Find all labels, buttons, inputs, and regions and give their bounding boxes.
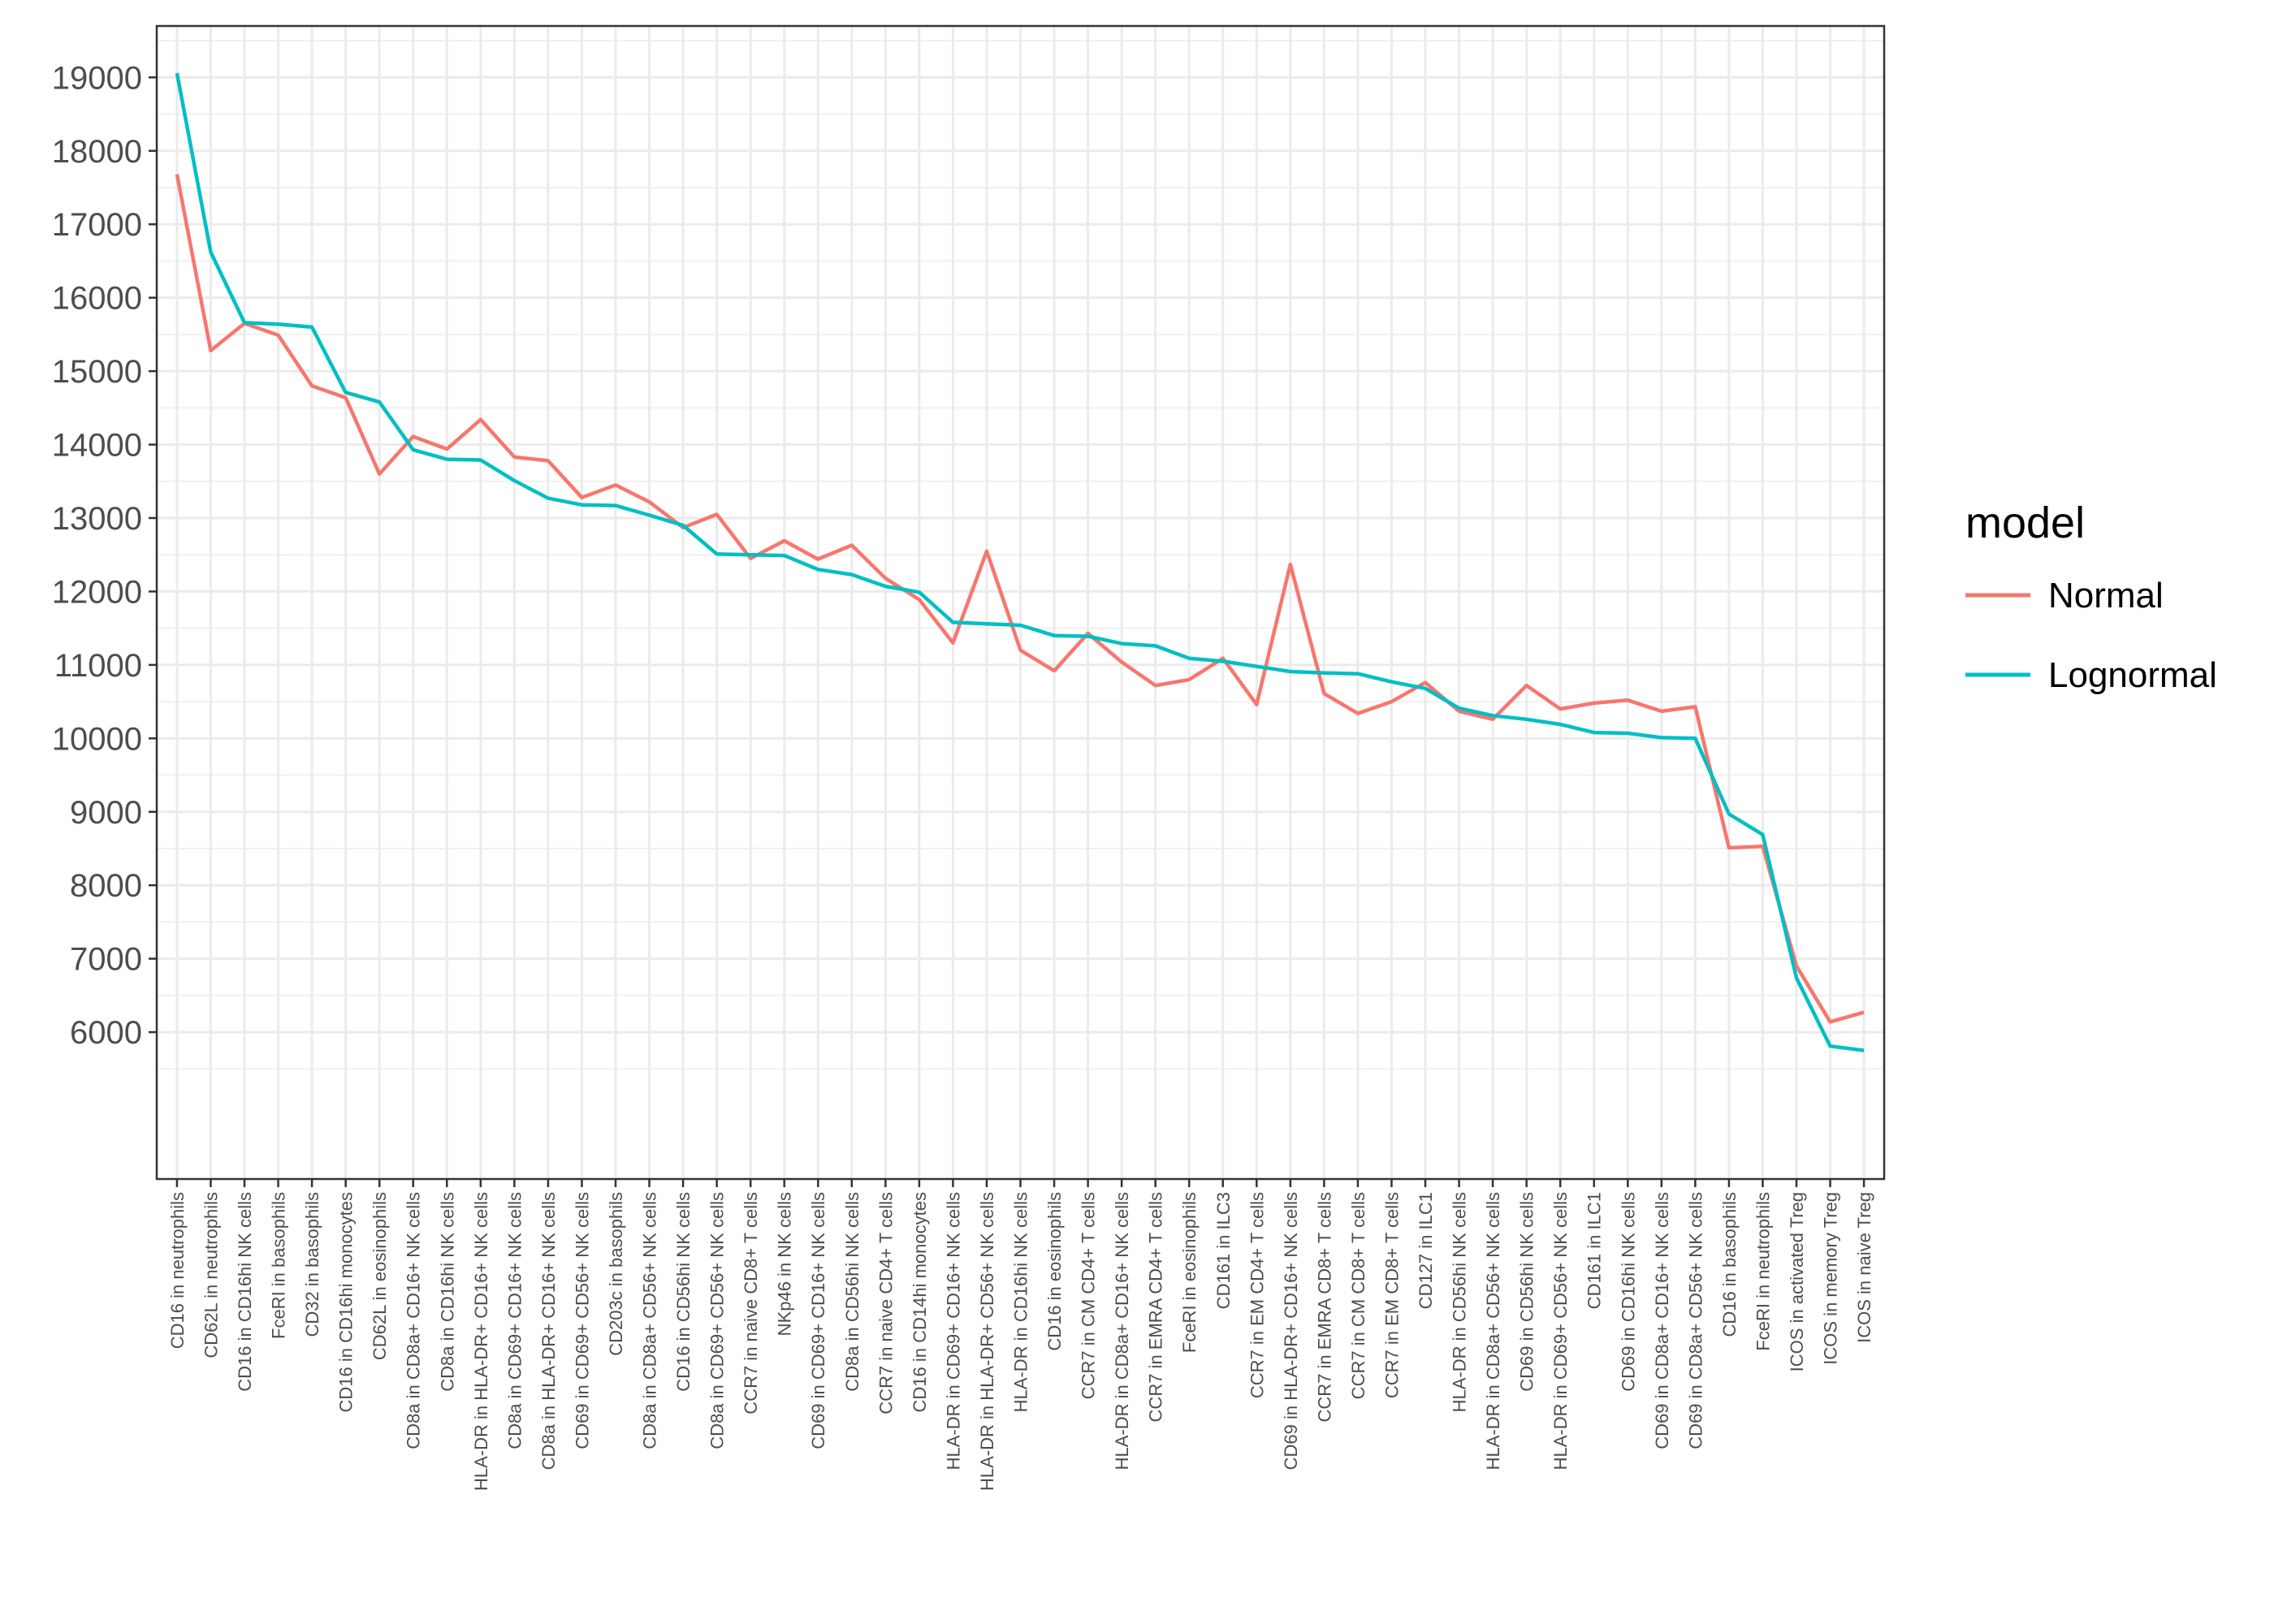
y-tick-label: 10000 <box>52 721 142 757</box>
x-tick-label: CD69 in CD69+ CD16+ NK cells <box>808 1192 828 1449</box>
x-tick-label: NKp46 in NK cells <box>775 1192 795 1336</box>
x-tick-label: HLA-DR in CD8a+ CD16+ NK cells <box>1112 1192 1132 1470</box>
x-tick-label: CD69 in CD16hi NK cells <box>1618 1192 1638 1392</box>
x-tick-label: CD69 in CD8a+ CD56+ NK cells <box>1685 1192 1706 1449</box>
x-tick-label: HLA-DR in HLA-DR+ CD56+ NK cells <box>977 1192 997 1491</box>
y-tick-label: 16000 <box>52 281 142 317</box>
legend-title: model <box>1965 499 2085 547</box>
x-tick-label: CD69 in CD8a+ CD16+ NK cells <box>1652 1192 1672 1449</box>
x-axis: CD16 in neutrophils CD62L in neutrophils C… <box>167 1179 1874 1491</box>
grid-lines <box>157 26 1884 1179</box>
y-axis: 6000 7000 8000 9000 10000 11000 12000 13000 1400… <box>52 60 157 1051</box>
y-tick-label: 14000 <box>52 428 142 464</box>
x-tick-label: HLA-DR in CD69+ CD16+ NK cells <box>943 1192 963 1470</box>
x-tick-label: CD161 in ILC3 <box>1213 1192 1234 1309</box>
x-tick-label: CD16 in basophils <box>1719 1192 1740 1337</box>
x-tick-label: ICOS in naive Treg <box>1854 1192 1874 1343</box>
x-tick-label: CD16 in CD14hi monocytes <box>910 1192 930 1412</box>
x-tick-label: CD8a in HLA-DR+ CD16+ NK cells <box>538 1192 559 1470</box>
x-tick-label: HLA-DR in CD16hi NK cells <box>1011 1192 1031 1412</box>
y-tick-label: 17000 <box>52 207 142 243</box>
x-tick-label: ICOS in activated Treg <box>1787 1192 1807 1371</box>
legend-label-lognormal: Lognormal <box>2048 655 2217 695</box>
x-tick-label: CD127 in ILC1 <box>1416 1192 1436 1309</box>
x-tick-label: CD16 in CD16hi NK cells <box>235 1192 255 1392</box>
series-lines <box>175 72 1865 1052</box>
y-tick-label: 15000 <box>52 354 142 390</box>
x-tick-label: CD8a in CD69+ CD16+ NK cells <box>504 1192 525 1449</box>
y-tick-label: 6000 <box>70 1015 142 1051</box>
x-tick-label: CD16 in neutrophils <box>167 1192 188 1349</box>
legend-label-normal: Normal <box>2048 576 2164 615</box>
y-tick-label: 18000 <box>52 134 142 170</box>
x-tick-label: CD69 in HLA-DR+ CD16+ NK cells <box>1281 1192 1301 1470</box>
x-tick-label: CD16 in CD16hi monocytes <box>336 1192 357 1412</box>
x-tick-label: CCR7 in CM CD8+ T cells <box>1348 1192 1368 1399</box>
y-tick-label: 7000 <box>70 942 142 978</box>
x-tick-label: CD62L in neutrophils <box>201 1192 221 1358</box>
x-tick-label: FceRI in neutrophils <box>1753 1192 1773 1351</box>
x-tick-label: CD62L in eosinophils <box>370 1192 390 1360</box>
x-tick-label: HLA-DR in HLA-DR+ CD16+ NK cells <box>471 1192 491 1491</box>
x-tick-label: CD8a in CD56hi NK cells <box>842 1192 862 1392</box>
x-tick-label: CD16 in CD56hi NK cells <box>673 1192 694 1392</box>
y-tick-label: 12000 <box>52 574 142 610</box>
x-tick-label: FceRI in eosinophils <box>1179 1192 1200 1353</box>
x-tick-label: CD32 in basophils <box>302 1192 322 1337</box>
x-tick-label: CCR7 in naive CD4+ T cells <box>875 1192 896 1415</box>
x-tick-label: CCR7 in EMRA CD8+ T cells <box>1314 1192 1334 1422</box>
x-tick-label: CD8a in CD8a+ CD16+ NK cells <box>404 1192 424 1449</box>
x-tick-label: CD8a in CD69+ CD56+ NK cells <box>707 1192 728 1449</box>
x-tick-label: ICOS in memory Treg <box>1821 1192 1841 1365</box>
x-tick-label: CD203c in basophils <box>606 1192 626 1356</box>
x-tick-label: HLA-DR in CD8a+ CD56+ NK cells <box>1483 1192 1503 1470</box>
series-line-normal <box>175 174 1865 1024</box>
legend-entries: Normal Lognormal <box>1965 576 2217 695</box>
x-tick-label: CCR7 in EMRA CD4+ T cells <box>1146 1192 1166 1422</box>
x-tick-label: FceRI in basophils <box>269 1192 289 1339</box>
y-tick-label: 13000 <box>52 501 142 537</box>
x-tick-label: CD8a in CD8a+ CD56+ NK cells <box>640 1192 660 1449</box>
x-tick-label: CD16 in eosinophils <box>1044 1192 1065 1351</box>
x-tick-label: HLA-DR in CD69+ CD56+ NK cells <box>1550 1192 1571 1470</box>
x-tick-label: CCR7 in CM CD4+ T cells <box>1079 1192 1099 1399</box>
x-tick-label: CD161 in ILC1 <box>1584 1192 1605 1309</box>
x-tick-label: CCR7 in EM CD4+ T cells <box>1247 1192 1267 1398</box>
series-line-lognormal <box>175 72 1865 1052</box>
y-tick-label: 19000 <box>52 60 142 96</box>
x-tick-label: HLA-DR in CD56hi NK cells <box>1450 1192 1470 1412</box>
x-tick-label: CCR7 in EM CD8+ T cells <box>1381 1192 1402 1398</box>
y-tick-label: 8000 <box>70 868 142 904</box>
x-tick-label: CCR7 in naive CD8+ T cells <box>741 1192 761 1415</box>
legend: model Normal Lognormal <box>1965 499 2217 695</box>
x-tick-label: CD69 in CD56hi NK cells <box>1517 1192 1537 1392</box>
x-tick-label: CD8a in CD16hi NK cells <box>437 1192 457 1392</box>
y-tick-label: 11000 <box>54 648 142 684</box>
x-tick-label: CD69 in CD69+ CD56+ NK cells <box>572 1192 592 1449</box>
y-tick-label: 9000 <box>70 795 142 831</box>
